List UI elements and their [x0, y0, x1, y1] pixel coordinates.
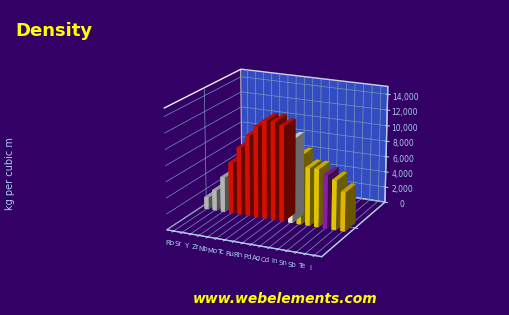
- Text: kg per cubic m: kg per cubic m: [5, 137, 15, 210]
- Text: www.webelements.com: www.webelements.com: [193, 292, 377, 306]
- Text: Density: Density: [15, 22, 92, 40]
